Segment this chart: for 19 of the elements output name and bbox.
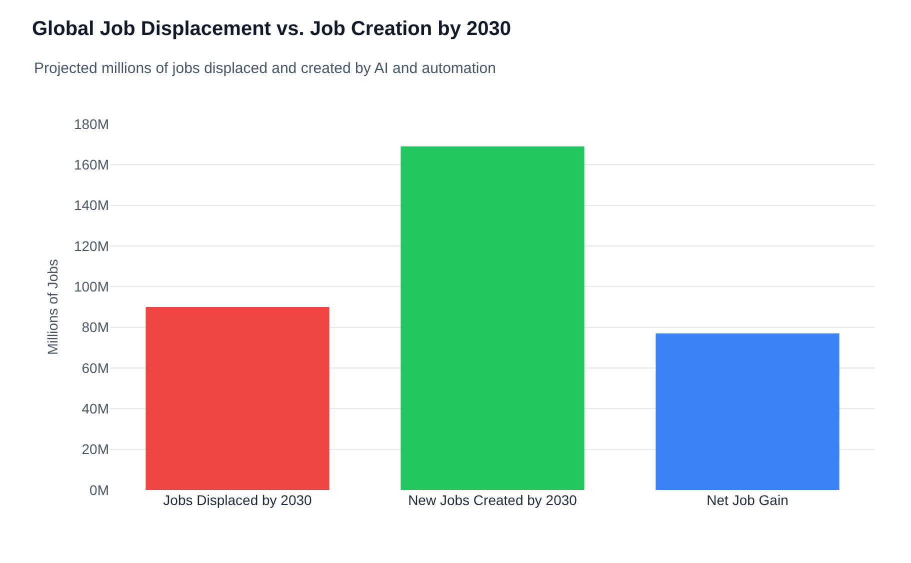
- y-tick-label: 80M: [82, 319, 109, 336]
- y-tick-label: 180M: [74, 116, 109, 132]
- x-tick-label: Net Job Gain: [706, 492, 788, 508]
- y-tick-label: 20M: [82, 441, 109, 458]
- y-tick-label: 0M: [90, 482, 109, 498]
- y-tick-label: 120M: [74, 238, 109, 254]
- bar: [146, 307, 330, 490]
- y-tick-label: 100M: [74, 278, 109, 295]
- y-tick-label: 160M: [74, 156, 109, 173]
- y-axis-title: Millions of Jobs: [44, 259, 61, 355]
- x-tick-label: New Jobs Created by 2030: [408, 492, 578, 508]
- x-tick-label: Jobs Displaced by 2030: [163, 492, 312, 508]
- chart-subtitle: Projected millions of jobs displaced and created by AI and automation: [34, 60, 496, 77]
- bar: [400, 146, 584, 490]
- chart-title: Global Job Displacement vs. Job Creation by 2030: [32, 18, 512, 40]
- y-tick-label: 140M: [74, 197, 109, 214]
- y-tick-label: 40M: [82, 400, 109, 417]
- bar: [656, 333, 840, 490]
- y-tick-label: 60M: [82, 360, 109, 376]
